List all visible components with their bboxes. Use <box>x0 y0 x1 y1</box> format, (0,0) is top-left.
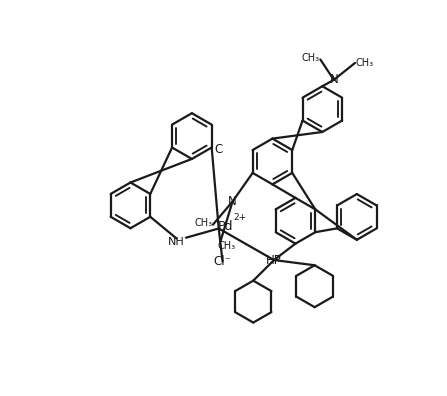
Text: Cl⁻: Cl⁻ <box>214 255 232 268</box>
Text: Pd: Pd <box>218 220 233 233</box>
Text: HP: HP <box>266 253 282 267</box>
Text: CH₃: CH₃ <box>302 53 320 63</box>
Text: CH₃: CH₃ <box>194 218 212 228</box>
Text: NH: NH <box>168 236 185 247</box>
Text: 2+: 2+ <box>233 213 246 222</box>
Text: CH₃: CH₃ <box>355 58 374 68</box>
Text: N: N <box>329 73 338 86</box>
Text: CH₃: CH₃ <box>217 241 236 251</box>
Text: N: N <box>228 195 237 208</box>
Text: C: C <box>214 143 222 156</box>
